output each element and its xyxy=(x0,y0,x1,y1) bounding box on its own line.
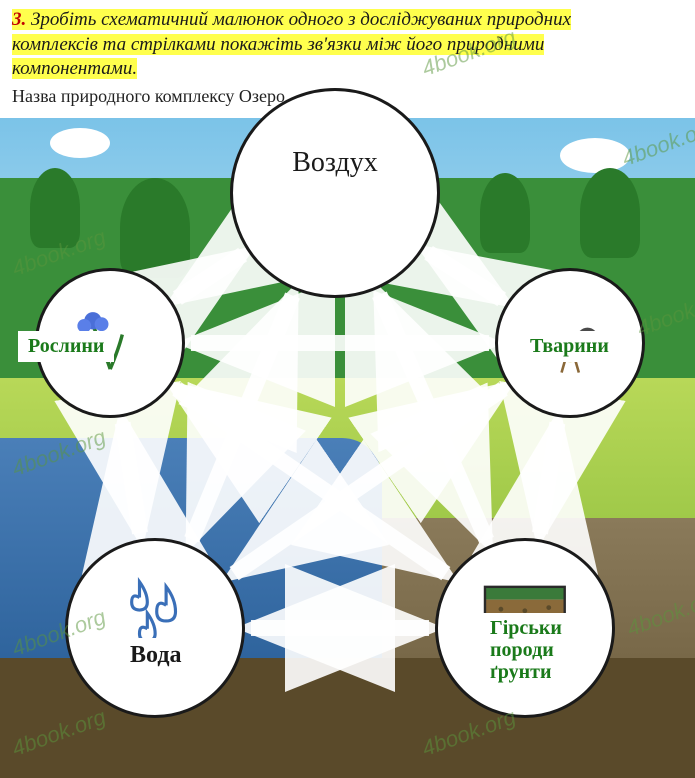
label-plants: Рослини xyxy=(18,331,114,362)
node-air: Воздух xyxy=(230,88,440,298)
task-highlight: 3. Зробіть схематичний малюнок одного з … xyxy=(12,9,571,30)
rocks-line2: породи xyxy=(490,639,554,661)
task-line1: Зробіть схематичний малюнок одного з дос… xyxy=(31,9,571,30)
rocks-line1: Гірськи xyxy=(490,617,562,639)
label-water: Вода xyxy=(120,638,191,673)
task-line2: комплексів та стрілками покажіть зв'язки… xyxy=(12,34,544,55)
node-water xyxy=(65,538,245,718)
task-line3: компонентами. xyxy=(12,58,137,79)
node-air-label: Воздух xyxy=(292,147,377,179)
label-animals: Тварини xyxy=(520,331,619,362)
rocks-line3: ґрунти xyxy=(490,661,552,683)
label-rocks: Гірськи породи ґрунти xyxy=(480,613,572,687)
task-text: 3. Зробіть схематичний малюнок одного з … xyxy=(12,8,683,82)
ecosystem-diagram: Воздух Рослини Тварини Вод xyxy=(0,118,695,768)
task-number: 3. xyxy=(12,9,26,30)
